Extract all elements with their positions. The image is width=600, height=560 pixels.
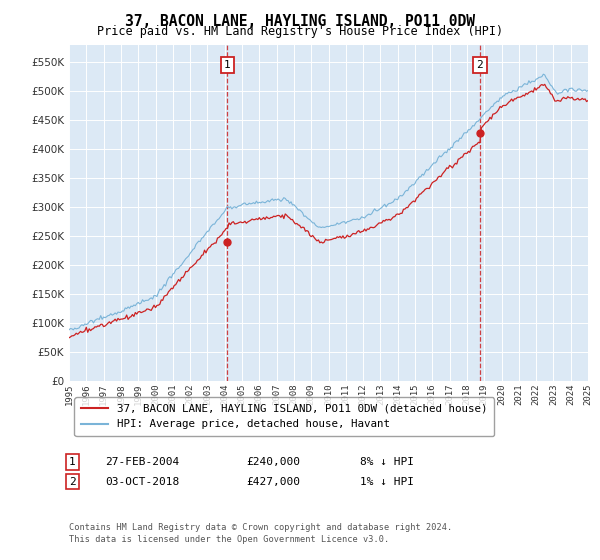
Text: 8% ↓ HPI: 8% ↓ HPI [360,457,414,467]
Text: £240,000: £240,000 [246,457,300,467]
Text: Price paid vs. HM Land Registry's House Price Index (HPI): Price paid vs. HM Land Registry's House … [97,25,503,38]
Text: 1: 1 [69,457,76,467]
Text: 37, BACON LANE, HAYLING ISLAND, PO11 0DW: 37, BACON LANE, HAYLING ISLAND, PO11 0DW [125,14,475,29]
Text: 2: 2 [476,60,483,70]
Text: 1% ↓ HPI: 1% ↓ HPI [360,477,414,487]
Text: 27-FEB-2004: 27-FEB-2004 [105,457,179,467]
Legend: 37, BACON LANE, HAYLING ISLAND, PO11 0DW (detached house), HPI: Average price, d: 37, BACON LANE, HAYLING ISLAND, PO11 0DW… [74,398,494,436]
Text: 03-OCT-2018: 03-OCT-2018 [105,477,179,487]
Point [223,237,232,246]
Point [475,129,485,138]
Text: 1: 1 [224,60,230,70]
Text: £427,000: £427,000 [246,477,300,487]
Text: Contains HM Land Registry data © Crown copyright and database right 2024.
This d: Contains HM Land Registry data © Crown c… [69,523,452,544]
Text: 2: 2 [69,477,76,487]
